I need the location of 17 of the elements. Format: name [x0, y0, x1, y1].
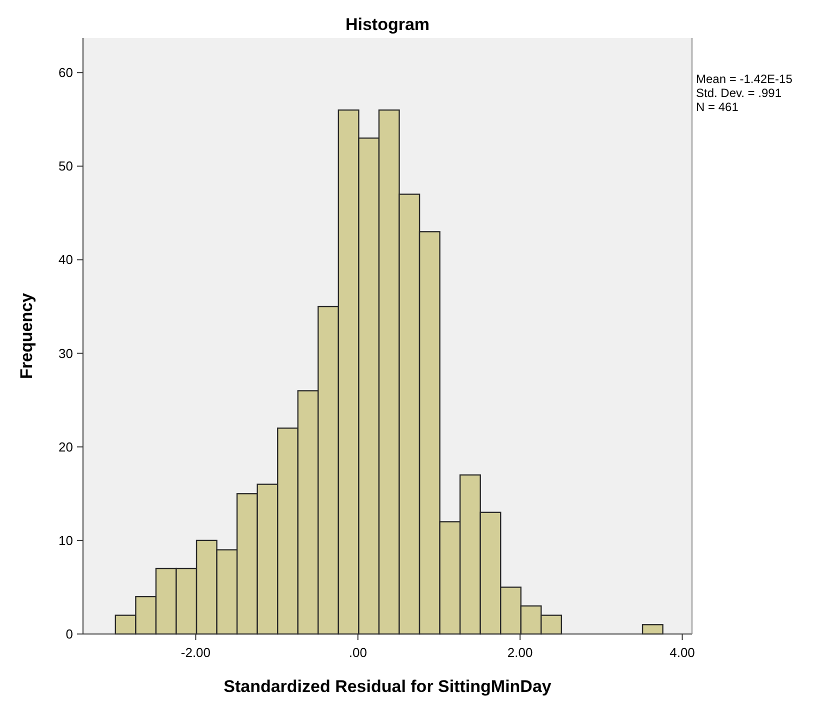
- x-tick-label: .00: [348, 645, 367, 660]
- y-tick-label: 20: [58, 439, 73, 454]
- y-tick-label: 50: [58, 158, 73, 174]
- chart-title: Histogram: [345, 15, 430, 34]
- x-axis-title: Standardized Residual for SittingMinDay: [224, 677, 552, 696]
- text: N = 461: [696, 100, 739, 114]
- text: Mean = -1.42E-15: [696, 72, 793, 86]
- y-tick-label: 0: [66, 626, 73, 642]
- x-tick-label: -2.00: [180, 645, 211, 660]
- y-tick-label: 60: [58, 65, 73, 80]
- x-tick-label: 2.00: [507, 645, 533, 660]
- y-tick-label: 40: [58, 252, 73, 268]
- y-tick-label: 10: [58, 532, 73, 548]
- x-tick-label: 4.00: [670, 645, 695, 660]
- y-axis-title: Frequency: [17, 292, 36, 379]
- y-tick-label: 30: [58, 346, 73, 361]
- text: Std. Dev. = .991: [696, 86, 782, 100]
